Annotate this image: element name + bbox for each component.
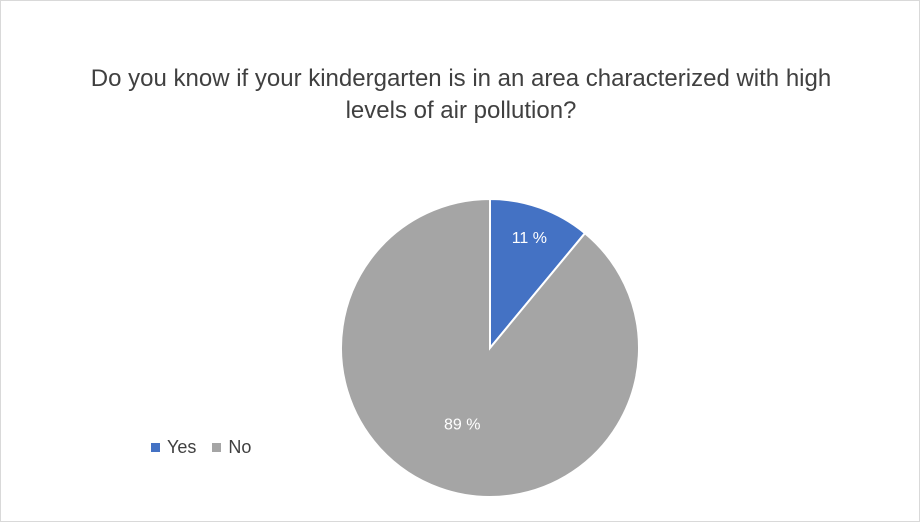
legend-label-no: No [228,437,252,457]
legend: Yes No [151,437,267,458]
legend-item-yes: Yes [151,437,196,458]
legend-swatch-yes [151,443,160,452]
legend-swatch-no [212,443,222,452]
pie-slice-no [340,197,640,498]
legend-item-no: No [212,437,251,458]
data-label-no: 89 % [444,416,480,433]
data-label-yes: 11 % [512,230,547,247]
pie-slice-yes [489,197,587,351]
legend-label-yes: Yes [167,437,197,457]
chart-title: Do you know if your kindergarten is in a… [90,65,832,124]
